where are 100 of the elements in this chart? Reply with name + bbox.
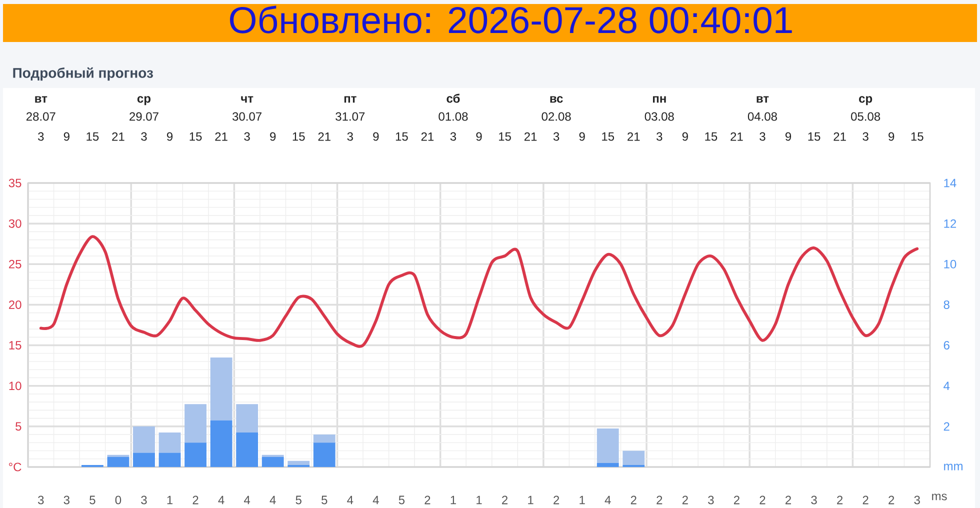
data-label: 2: [786, 496, 791, 504]
data-label: 5: [398, 496, 405, 504]
data-label: 3: [141, 496, 147, 504]
x-tick-label: 3: [656, 132, 662, 141]
bar: [596, 428, 619, 463]
data-label: 1: [580, 496, 585, 504]
data-label: 4: [347, 496, 354, 504]
x-tick-label: 15: [808, 132, 820, 141]
y-tick-label: 30: [8, 219, 22, 228]
x-tick-label: 9: [888, 132, 894, 141]
x-tick-label: 15: [86, 132, 99, 141]
bar: [313, 442, 336, 467]
data-label: 3: [708, 496, 714, 504]
x-tick-label: 3: [141, 132, 147, 141]
x-tick-label: 21: [834, 132, 846, 141]
x-tick-label: 21: [421, 132, 434, 141]
x-tick-label: 15: [499, 132, 511, 141]
bar: [313, 434, 336, 443]
data-label: 4: [270, 496, 276, 504]
x-tick-label: 9: [579, 132, 585, 141]
data-label: 2: [192, 496, 198, 504]
bar: [184, 442, 206, 467]
data-label: 2: [656, 496, 662, 504]
y2-tick-label: 12: [944, 219, 956, 228]
x2-tick-label: вт 04.08: [748, 96, 777, 121]
x-tick-label: 15: [292, 132, 305, 141]
y-tick-label: 20: [9, 300, 22, 309]
data-label: 3: [38, 496, 44, 504]
bar: [133, 426, 155, 453]
x2-tick-label: сб 01.08: [438, 94, 468, 121]
x-tick-label: 21: [524, 132, 537, 141]
x-tick-label: 9: [270, 132, 276, 141]
x-tick-label: 15: [190, 132, 202, 141]
x-tick-label: 21: [112, 132, 124, 141]
bar: [236, 404, 258, 433]
bar: [210, 420, 232, 467]
bar: [133, 452, 155, 467]
y-tick-label: 10: [9, 382, 22, 390]
x2-tick-label: пт 31.07: [336, 96, 365, 121]
x-tick-label: 15: [911, 132, 924, 141]
data-label: 2: [734, 496, 740, 504]
bar: [288, 460, 310, 465]
x-tick-label: 9: [166, 132, 173, 141]
x-tick-label: 3: [862, 132, 868, 141]
data-label: 2: [424, 496, 430, 504]
data-label: 3: [811, 496, 817, 504]
bar: [622, 450, 645, 465]
x-tick-label: 15: [602, 132, 614, 141]
y-tick-label: 25: [9, 260, 22, 268]
bar: [107, 456, 130, 467]
data-label: 5: [296, 496, 302, 504]
y2-tick-label: 6: [944, 341, 950, 350]
bar: [236, 432, 258, 467]
x-tick-label: 15: [396, 132, 408, 141]
x-tick-label: 9: [785, 132, 792, 141]
data-label: 2: [682, 496, 688, 504]
x-tick-label: 9: [64, 132, 70, 141]
data-label: 2: [554, 496, 560, 504]
data-label: 2: [837, 496, 843, 504]
data-label: 0: [115, 496, 122, 504]
x-tick-label: 3: [553, 132, 560, 141]
data-label: 2: [760, 496, 766, 504]
x-tick-label: 21: [730, 132, 743, 141]
x2-tick-label: вт 28.07: [26, 96, 56, 121]
y-tick-label: 15: [9, 341, 22, 350]
x-tick-label: 15: [705, 132, 718, 141]
data-label: 5: [90, 496, 96, 504]
data-label: 3: [914, 496, 920, 504]
x2-tick-label: вс 02.08: [542, 96, 571, 121]
x-tick-label: 9: [682, 132, 688, 141]
data-label: 4: [218, 496, 224, 504]
text: Обновлено: 2026-07-28 00:40:01: [230, 6, 792, 34]
x-tick-label: 3: [347, 132, 353, 141]
y2-tick-label: 14: [944, 178, 956, 188]
x2-tick-label: чт 30.07: [232, 96, 262, 121]
data-label: 2: [862, 496, 868, 504]
bar: [184, 404, 206, 443]
x-tick-label: 3: [244, 132, 250, 141]
bar: [158, 452, 181, 467]
y-tick-label: 35: [8, 178, 22, 188]
bar: [596, 462, 619, 467]
y-tick-label: 5: [16, 422, 22, 431]
data-label: 4: [244, 496, 250, 504]
x-tick-label: 21: [628, 132, 640, 141]
x-tick-label: 3: [760, 132, 766, 141]
data-label: 1: [528, 496, 534, 504]
chart-title: Подробный прогноз: [13, 67, 153, 81]
y2-tick-label: 4: [944, 382, 950, 390]
x-tick-label: 9: [373, 132, 379, 141]
y2-tick-label: 2: [944, 422, 950, 431]
data-label: 1: [450, 496, 456, 504]
bar: [158, 432, 181, 453]
y2-tick-label: mm: [944, 464, 962, 470]
x-tick-label: 21: [215, 132, 228, 141]
y2-tick-label: 10: [944, 260, 956, 268]
x-tick-label: 21: [318, 132, 330, 141]
data-label: 2: [630, 496, 636, 504]
data-label: 4: [372, 496, 379, 504]
x-tick-label: 3: [450, 132, 456, 141]
text: ms: [932, 494, 947, 500]
